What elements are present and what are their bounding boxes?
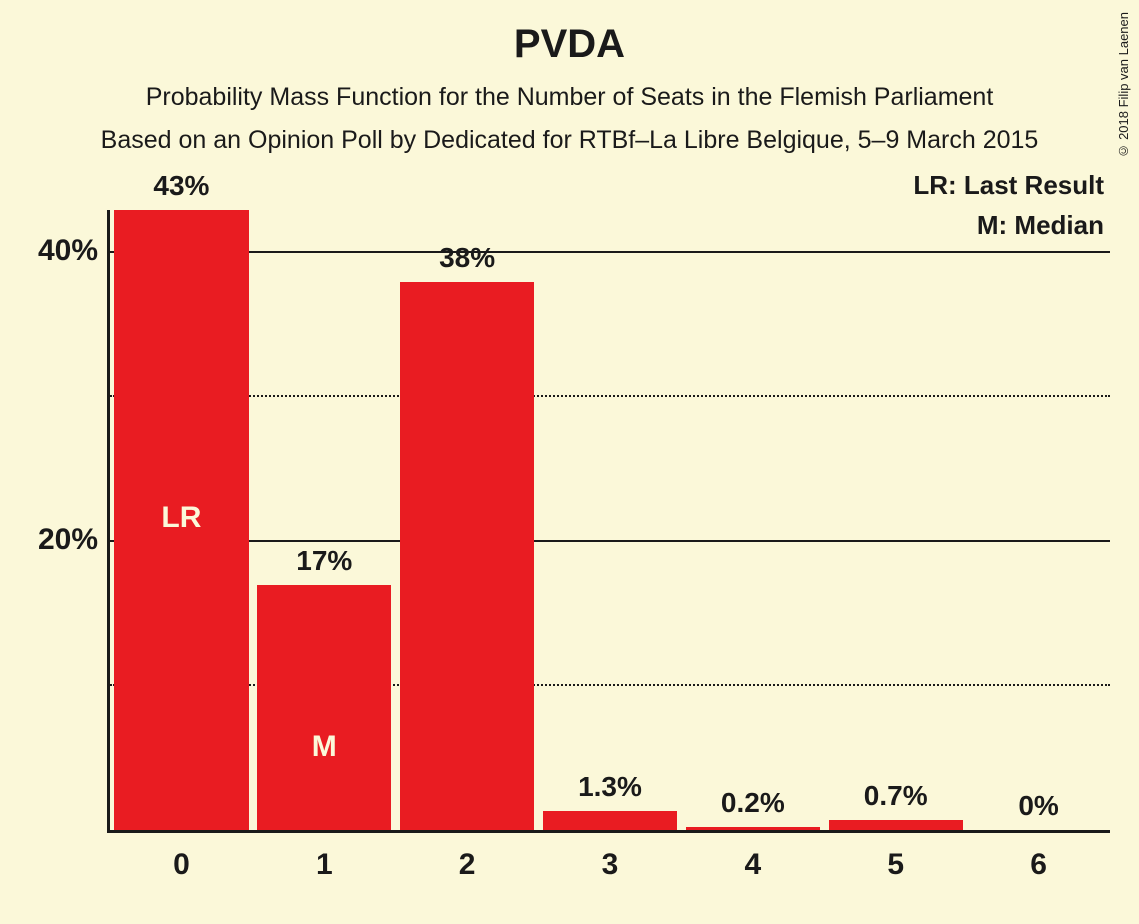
- chart-subtitle-2: Based on an Opinion Poll by Dedicated fo…: [0, 112, 1139, 155]
- legend-lr: LR: Last Result: [913, 170, 1104, 201]
- bar-value-label: 17%: [264, 545, 384, 577]
- bar-value-label: 1.3%: [550, 771, 670, 803]
- x-axis: [107, 830, 1110, 833]
- bar: M: [257, 585, 391, 830]
- y-tick-label: 20%: [28, 523, 98, 557]
- x-tick-label: 6: [979, 848, 1099, 882]
- copyright-text: © 2018 Filip van Laenen: [1116, 12, 1131, 159]
- chart-title: PVDA: [0, 0, 1139, 67]
- bar-value-label: 0.7%: [836, 780, 956, 812]
- x-tick-label: 0: [121, 848, 241, 882]
- bar-inner-label: LR: [114, 501, 248, 535]
- x-tick-label: 3: [550, 848, 670, 882]
- bar-chart: LR43%0M17%138%21.3%30.2%40.7%50%620%40%L…: [110, 210, 1110, 830]
- gridline-minor: [110, 395, 1110, 397]
- x-tick-label: 2: [407, 848, 527, 882]
- x-tick-label: 1: [264, 848, 384, 882]
- bar-value-label: 0%: [979, 790, 1099, 822]
- x-tick-label: 4: [693, 848, 813, 882]
- bar-value-label: 38%: [407, 242, 527, 274]
- bar-value-label: 43%: [121, 170, 241, 202]
- bar-value-label: 0.2%: [693, 787, 813, 819]
- gridline-major: [110, 251, 1110, 253]
- bar: [400, 282, 534, 830]
- bar: [543, 811, 677, 830]
- y-tick-label: 40%: [28, 234, 98, 268]
- y-axis: [107, 210, 110, 833]
- bar: [829, 820, 963, 830]
- x-tick-label: 5: [836, 848, 956, 882]
- bar: LR: [114, 210, 248, 830]
- bar-inner-label: M: [257, 730, 391, 764]
- gridline-major: [110, 540, 1110, 542]
- legend-m: M: Median: [977, 210, 1104, 241]
- chart-subtitle-1: Probability Mass Function for the Number…: [0, 67, 1139, 112]
